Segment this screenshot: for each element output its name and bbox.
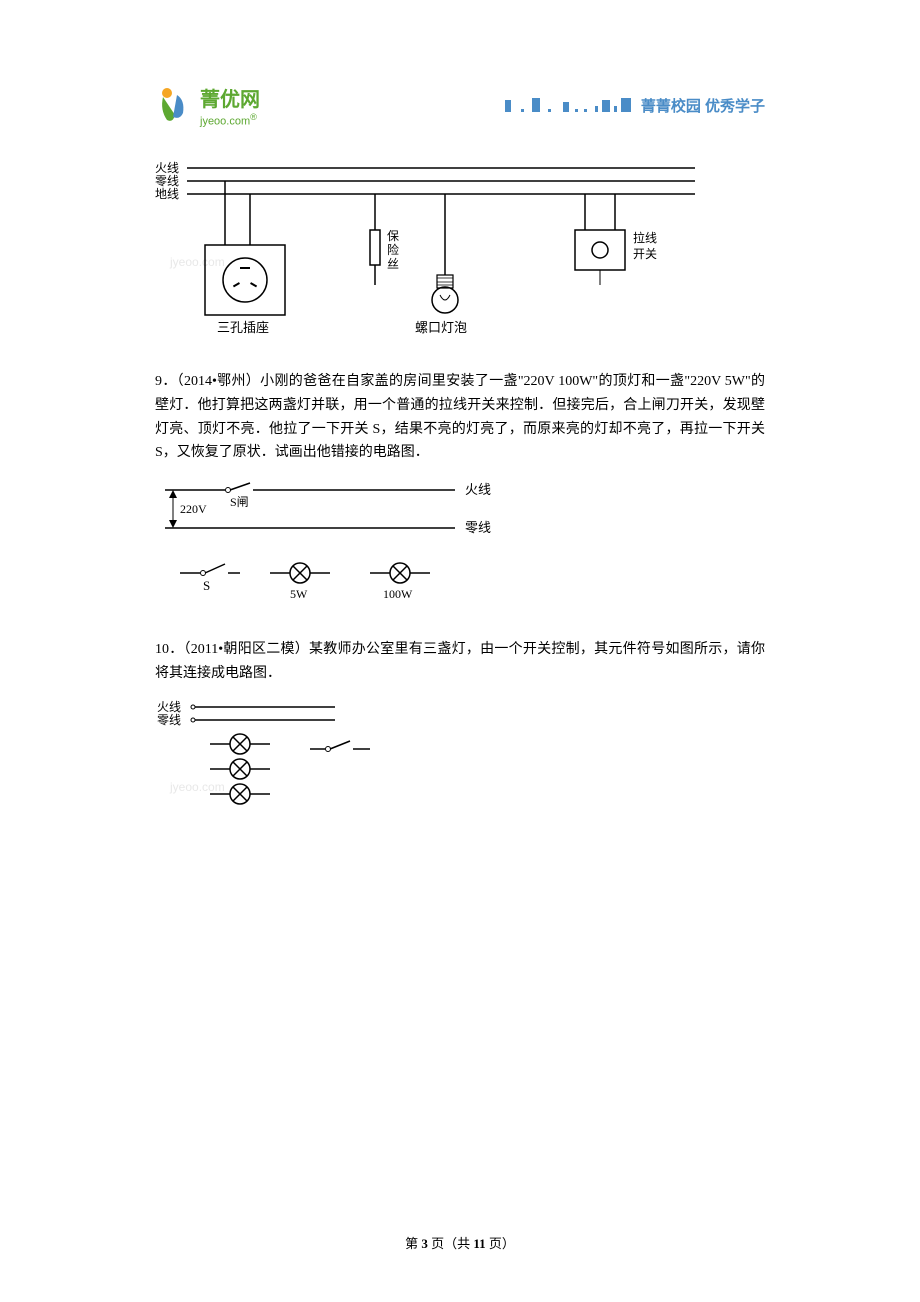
fuse-label-1: 保 bbox=[387, 229, 399, 243]
q9-neutral-wire: 零线 bbox=[465, 520, 491, 535]
q9-voltage: 220V bbox=[180, 502, 207, 516]
q10-live-wire: 火线 bbox=[157, 700, 181, 714]
neutral-wire-label: 零线 bbox=[155, 174, 179, 188]
circuit-diagram-q10: 火线 零线 bbox=[155, 691, 765, 834]
logo-brand: 菁优网 bbox=[200, 83, 260, 112]
circuit-diagram-q9: S闸 火线 220V 零线 S 5W bbox=[155, 470, 765, 638]
switch-label-1: 拉线 bbox=[633, 230, 657, 245]
logo-icon bbox=[155, 85, 195, 125]
question-9-text: 9．（2014•鄂州）小刚的爸爸在自家盖的房间里安装了一盏"220V 100W"… bbox=[155, 370, 765, 465]
ground-wire-label: 地线 bbox=[155, 187, 179, 201]
live-wire-label: 火线 bbox=[155, 161, 179, 175]
q9-switch-main: S闸 bbox=[230, 495, 249, 509]
logo-domain: jyeoo.com® bbox=[200, 112, 260, 128]
switch-label-2: 开关 bbox=[633, 247, 657, 261]
q9-number: 9 bbox=[155, 374, 162, 389]
bulb-label: 螺口灯泡 bbox=[415, 320, 467, 335]
logo-text-group: 菁优网 jyeoo.com® bbox=[200, 83, 260, 128]
socket-label: 三孔插座 bbox=[217, 320, 269, 335]
decorative-squares bbox=[505, 98, 631, 112]
header-logo: 菁优网 jyeoo.com® 菁菁校园 优秀学子 bbox=[155, 80, 765, 130]
q9-live-wire: 火线 bbox=[465, 482, 491, 497]
logo-left: 菁优网 jyeoo.com® bbox=[155, 83, 260, 128]
q10-neutral-wire: 零线 bbox=[157, 713, 181, 727]
logo-right: 菁菁校园 优秀学子 bbox=[505, 95, 765, 116]
wiring-diagram: 火线 零线 地线 三孔插座 保 险 丝 bbox=[155, 160, 765, 345]
page-footer: 第 3 页（共 11 页） bbox=[0, 1233, 920, 1252]
fuse-label-2: 险 bbox=[387, 242, 399, 257]
page-container: 菁优网 jyeoo.com® 菁菁校园 优秀学子 bbox=[0, 0, 920, 874]
q10-number: 10 bbox=[155, 642, 169, 657]
q10-source: （2011•朝阳区二模） bbox=[184, 642, 309, 657]
question-10-text: 10．（2011•朝阳区二模）某教师办公室里有三盏灯，由一个开关控制，其元件符号… bbox=[155, 638, 765, 686]
fuse-label-3: 丝 bbox=[387, 257, 399, 271]
q9-source: （2014•鄂州） bbox=[177, 374, 260, 389]
q9-bulb2: 100W bbox=[383, 587, 413, 601]
logo-tagline: 菁菁校园 优秀学子 bbox=[641, 95, 765, 116]
q9-bulb1: 5W bbox=[290, 587, 308, 601]
q9-switch: S bbox=[203, 578, 210, 593]
